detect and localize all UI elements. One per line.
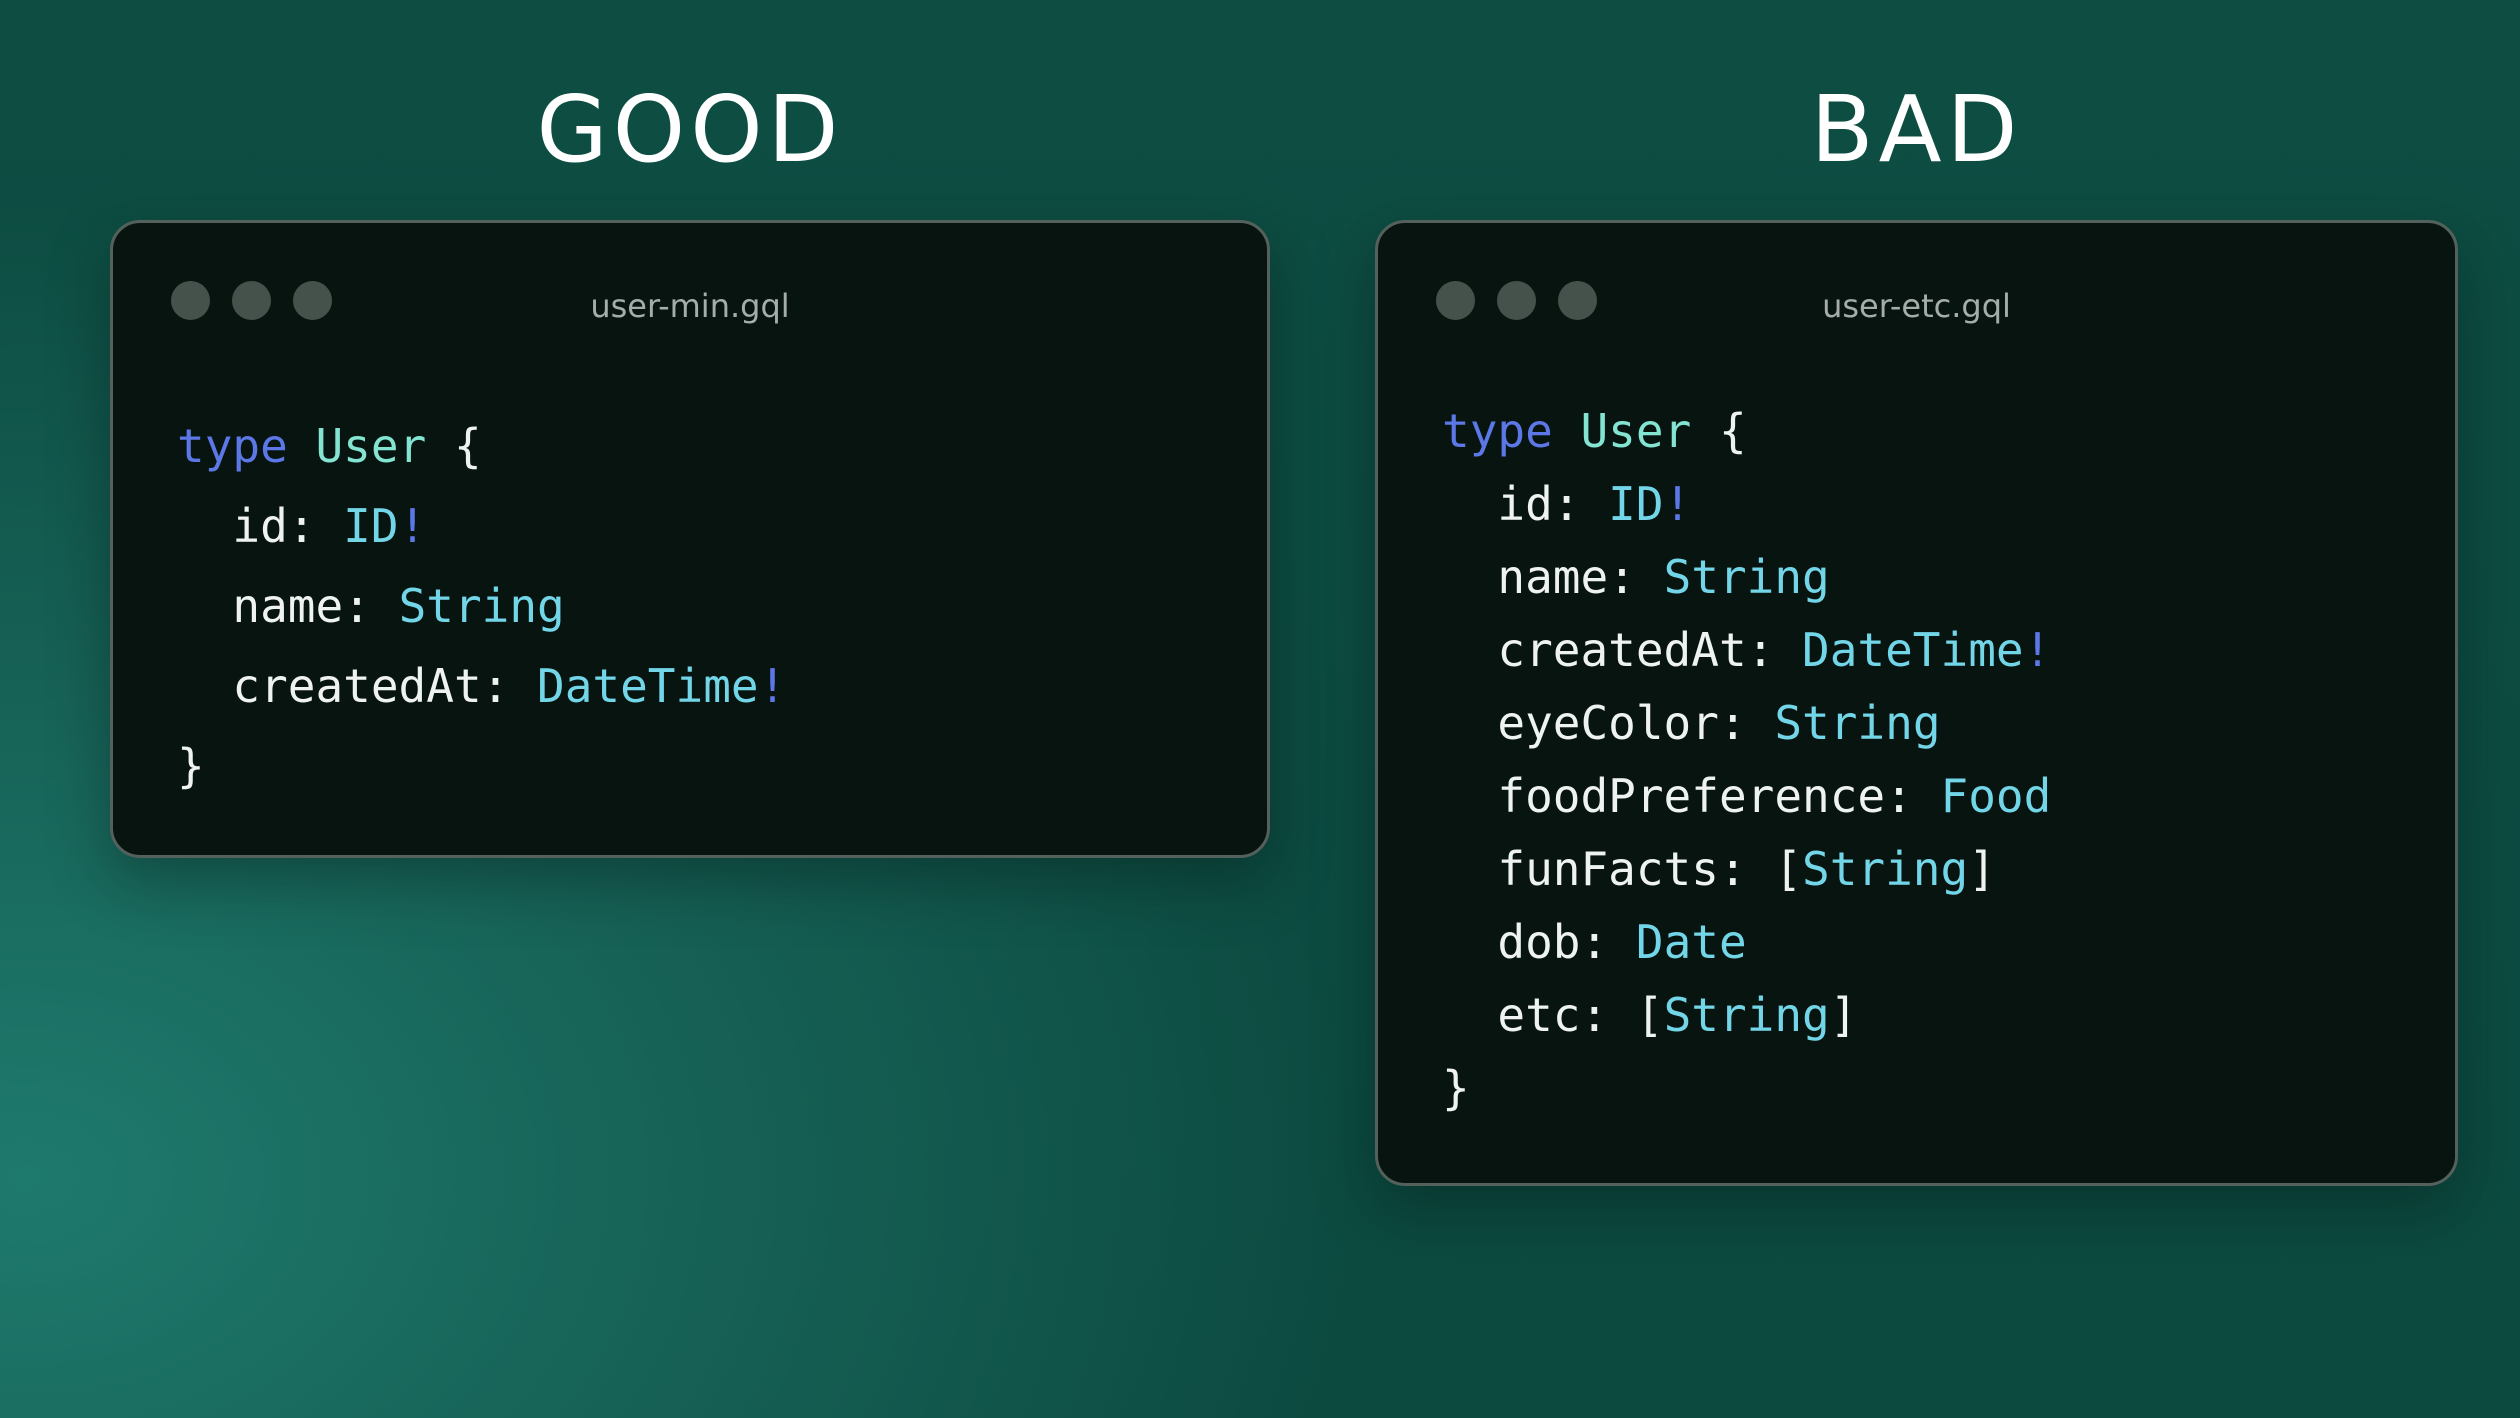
code-line: createdAt: DateTime! (177, 659, 787, 713)
window-control-zoom-button[interactable] (293, 281, 332, 320)
window-control-minimize-button[interactable] (1497, 281, 1536, 320)
code-line: name: String (1442, 550, 1830, 604)
code-line: dob: Date (1442, 915, 1747, 969)
code-line: type User { (177, 419, 482, 473)
window-control-minimize-button[interactable] (232, 281, 271, 320)
code-line: foodPreference: Food (1442, 769, 2052, 823)
window-title: user-min.gql (590, 287, 790, 325)
code-window-bad: user-etc.gql type User { id: ID! name: S… (1375, 220, 2458, 1186)
code-line: etc: [String] (1442, 988, 1858, 1042)
code-line: eyeColor: String (1442, 696, 1941, 750)
code-window-good: user-min.gql type User { id: ID! name: S… (110, 220, 1270, 858)
code-block-bad: type User { id: ID! name: String created… (1442, 395, 2425, 1125)
code-line: createdAt: DateTime! (1442, 623, 2052, 677)
code-line: funFacts: [String] (1442, 842, 1996, 896)
code-line: id: ID! (177, 499, 427, 553)
window-controls (171, 281, 332, 320)
window-title: user-etc.gql (1822, 287, 2011, 325)
window-control-zoom-button[interactable] (1558, 281, 1597, 320)
code-line: type User { (1442, 404, 1747, 458)
code-block-good: type User { id: ID! name: String created… (177, 406, 1237, 806)
code-line: } (1442, 1061, 1470, 1115)
heading-good: GOOD (536, 76, 844, 183)
code-line: } (177, 739, 205, 793)
window-controls (1436, 281, 1597, 320)
code-line: id: ID! (1442, 477, 1692, 531)
window-control-close-button[interactable] (1436, 281, 1475, 320)
window-control-close-button[interactable] (171, 281, 210, 320)
heading-bad: BAD (1810, 76, 2023, 183)
code-line: name: String (177, 579, 565, 633)
